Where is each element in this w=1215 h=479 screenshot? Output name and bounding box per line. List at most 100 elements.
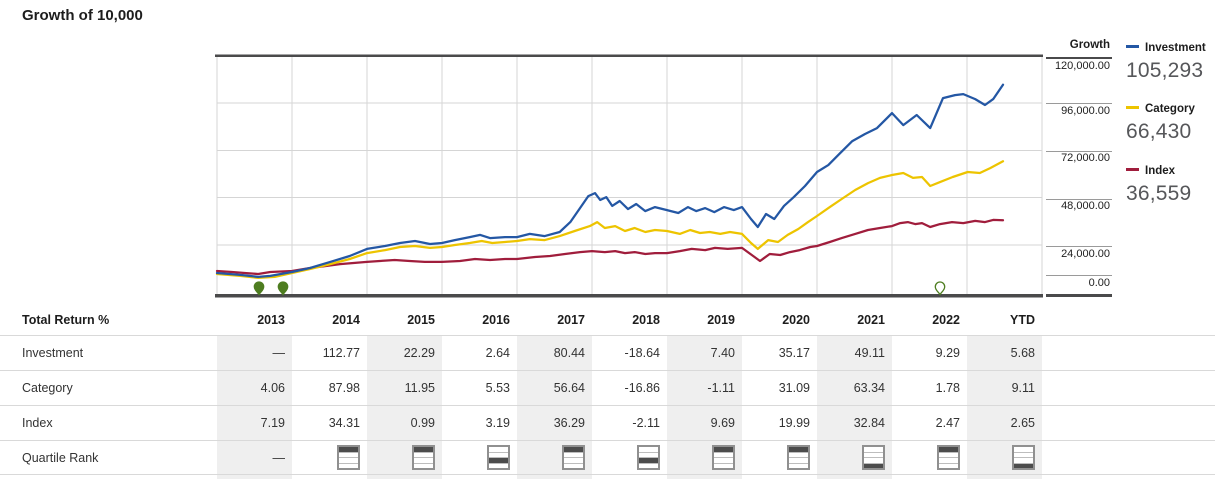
stub-cell [967,475,1042,479]
cell-investment-2021: 49.11 [817,336,892,370]
event-pin-hollow-icon [934,281,946,296]
quartile-bar [864,447,883,453]
axis-tick-label: 72,000.00 [1061,152,1110,164]
quartile-bar [339,458,358,464]
quartile-bar [1014,447,1033,453]
legend-label: Category [1126,103,1195,115]
series-line-investment [215,83,1005,279]
cell-quartile-ytd [967,441,1042,474]
quartile-1-icon [412,445,435,470]
cell-quartile-2013: — [217,441,292,474]
quartile-4-icon [862,445,885,470]
cell-category-ytd: 9.11 [967,371,1042,405]
legend-item-index[interactable]: Index 36,559 [1126,165,1191,206]
cell-category-2018: -16.86 [624,381,660,395]
quartile-4-icon [1012,445,1035,470]
quartile-1-icon [562,445,585,470]
total-return-table: Total Return % 2013 2014 2015 2016 2017 2018 20… [0,305,1215,479]
cell-index-2021: 32.84 [817,406,892,440]
cell-category-2021: 63.34 [817,371,892,405]
column-header-2021: 2021 [857,313,885,327]
column-header-2014: 2014 [332,313,360,327]
quartile-bar [939,452,958,458]
cell-index-2013: 7.19 [217,406,292,440]
cell-index-2016: 3.19 [485,416,510,430]
quartile-bar [789,458,808,464]
cell-index-2017: 36.29 [517,406,592,440]
stub-cell [292,475,367,479]
quartile-bar [714,463,733,468]
legend-swatch-icon [1126,106,1139,109]
cell-quartile-2016 [442,441,517,474]
quartile-bar [414,452,433,458]
quartile-bar [864,452,883,458]
stub-cell [892,475,967,479]
cell-investment-ytd: 5.68 [967,336,1042,370]
cell-quartile-2022 [892,441,967,474]
quartile-bar [339,452,358,458]
quartile-bar [639,447,658,453]
stub-cell [592,475,667,479]
table-header-label: Total Return % [22,313,110,327]
quartile-bar [564,458,583,464]
axis-tick-line [1046,246,1112,247]
legend-swatch-icon [1126,45,1139,48]
table-row-quartile-rank: Quartile Rank — [0,441,1215,475]
cell-category-2020: 31.09 [778,381,810,395]
quartile-bar [564,463,583,468]
stub-cell [817,475,892,479]
legend-value: 66,430 [1126,120,1192,143]
growth-axis-baseline [1046,294,1112,297]
column-header-2016: 2016 [482,313,510,327]
column-header-2020: 2020 [782,313,810,327]
table-row-category: Category 4.06 87.98 11.95 5.53 56.64 -16.86 -1.… [0,371,1215,406]
stub-cell [217,475,292,479]
quartile-bar [564,452,583,458]
stub-cell [442,475,517,479]
cell-index-2015: 0.99 [367,406,442,440]
quartile-bar [489,452,508,458]
table-stub-row [0,475,1215,479]
stub-cell [367,475,442,479]
series-line-index [215,218,1005,276]
cell-index-2019: 9.69 [667,406,742,440]
cell-investment-2019: 7.40 [667,336,742,370]
quartile-bar [339,463,358,468]
quartile-bar [639,452,658,458]
table-header-row: Total Return % 2013 2014 2015 2016 2017 2018 20… [0,305,1215,336]
cell-quartile-2014 [292,441,367,474]
axis-tick-label: 96,000.00 [1061,105,1110,117]
quartile-bar [1014,452,1033,458]
cell-quartile-2019 [667,441,742,474]
quartile-bar [1014,463,1033,468]
column-header-2015: 2015 [407,313,435,327]
legend-value: 105,293 [1126,59,1204,82]
legend-name: Category [1145,103,1195,115]
legend-item-investment[interactable]: Investment 105,293 [1126,42,1206,83]
column-header-ytd: YTD [1010,313,1035,327]
row-label: Quartile Rank [22,450,99,465]
quartile-1-icon [787,445,810,470]
cell-quartile-2017 [517,441,592,474]
quartile-3-icon [637,445,660,470]
cell-index-2018: -2.11 [632,416,660,430]
axis-tick-label: 0.00 [1088,277,1110,289]
chart-plot[interactable] [0,0,1215,304]
axis-tick-line [1046,198,1112,200]
growth-chart: Growth 120,000.00 96,000.00 72,000.00 48,00… [0,0,1215,304]
column-header-2019: 2019 [707,313,735,327]
legend-value: 36,559 [1126,182,1192,205]
chart-legend: Investment 105,293 Category 66,430 Index 36,5… [1126,0,1215,304]
column-header-2022: 2022 [932,313,960,327]
stub-label [0,475,217,479]
quartile-1-icon [937,445,960,470]
axis-tick-label: 24,000.00 [1061,248,1110,260]
column-header-2017: 2017 [557,313,585,327]
stub-cell [667,475,742,479]
quartile-bar [414,458,433,464]
cell-index-2014: 34.31 [328,416,360,430]
legend-label: Index [1126,165,1191,177]
legend-name: Index [1145,165,1176,177]
column-header-2018: 2018 [632,313,660,327]
legend-item-category[interactable]: Category 66,430 [1126,103,1195,144]
